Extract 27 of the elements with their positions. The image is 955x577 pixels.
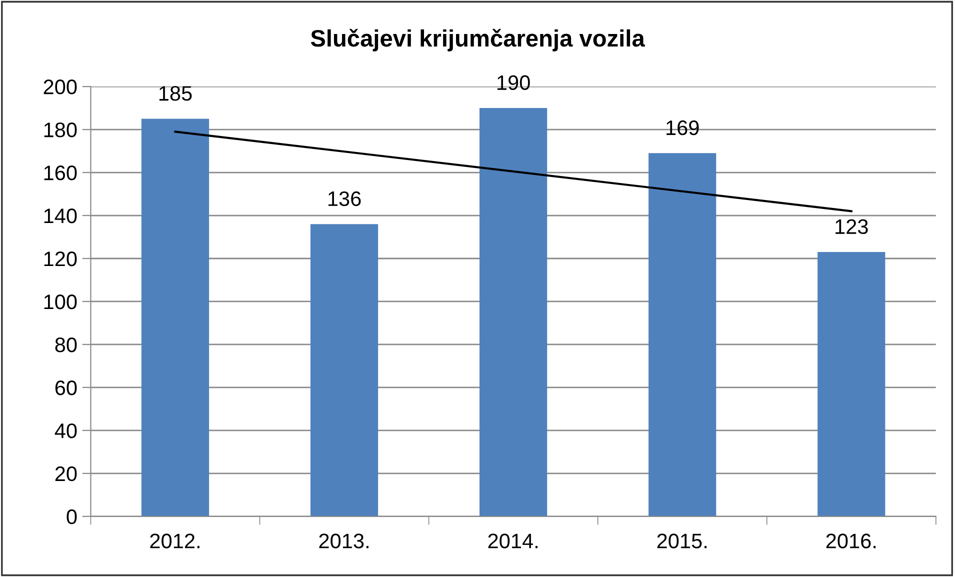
y-tick-label: 200: [44, 80, 77, 94]
x-tick-label: 2014.: [488, 534, 538, 548]
y-tick-label: 60: [55, 380, 77, 396]
y-tick-label: 180: [44, 122, 77, 138]
data-label: 190: [498, 75, 530, 90]
bar: [480, 108, 548, 516]
x-tick-label: 2015.: [657, 534, 707, 548]
y-tick-label: 160: [44, 166, 77, 180]
bar: [818, 252, 886, 516]
data-label: 169: [666, 120, 699, 136]
x-tick-label: 2016.: [826, 534, 876, 548]
y-tick-label: 100: [44, 294, 77, 310]
data-label: 123: [836, 219, 868, 234]
y-tick-label: 140: [44, 208, 77, 224]
x-tick-label: 2013.: [319, 534, 368, 548]
data-label: 136: [328, 191, 361, 206]
y-tick-label: 20: [55, 466, 77, 482]
data-label: 185: [159, 86, 192, 101]
bar: [141, 118, 210, 516]
y-tick-label: 120: [44, 251, 77, 266]
y-tick-label: 40: [54, 423, 77, 438]
bar: [648, 153, 716, 516]
y-tick-label: 80: [55, 337, 77, 352]
chart-title: Slučajevi krijumčarenja vozila: [310, 28, 645, 52]
x-tick-label: 2012.: [150, 534, 200, 548]
bar: [310, 224, 378, 516]
y-tick-label: 0: [66, 509, 77, 524]
